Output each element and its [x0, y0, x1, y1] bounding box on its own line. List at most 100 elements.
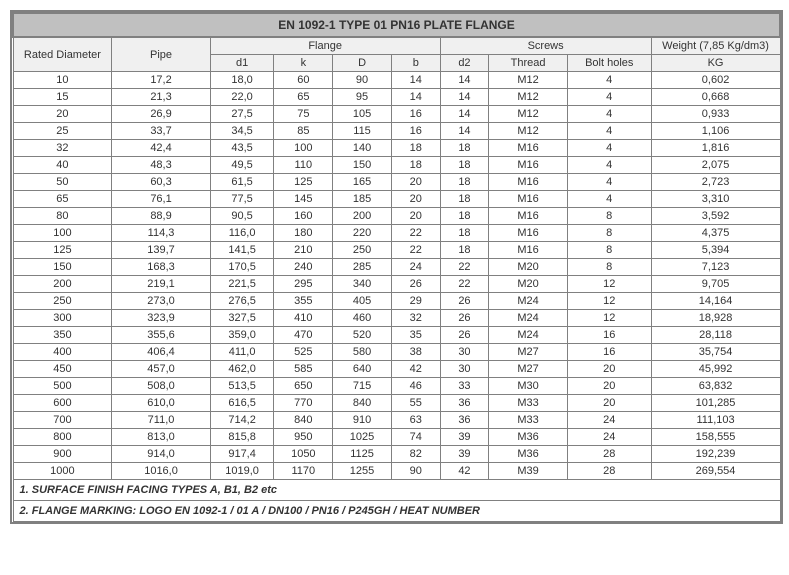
- col-rated-diameter: Rated Diameter: [13, 37, 112, 72]
- col-screws: Screws: [440, 37, 651, 55]
- cell-D: 405: [333, 293, 392, 310]
- cell-thread: M24: [489, 293, 568, 310]
- cell-holes: 8: [567, 208, 651, 225]
- cell-k: 295: [274, 276, 333, 293]
- cell-d1: 616,5: [210, 395, 274, 412]
- table-row: 200219,1221,52953402622M20129,705: [13, 276, 780, 293]
- cell-holes: 4: [567, 191, 651, 208]
- cell-thread: M30: [489, 378, 568, 395]
- cell-pipe: 42,4: [112, 140, 210, 157]
- cell-pipe: 323,9: [112, 310, 210, 327]
- cell-pipe: 21,3: [112, 89, 210, 106]
- cell-thread: M27: [489, 344, 568, 361]
- cell-d1: 815,8: [210, 429, 274, 446]
- cell-k: 75: [274, 106, 333, 123]
- cell-holes: 16: [567, 344, 651, 361]
- cell-k: 585: [274, 361, 333, 378]
- cell-D: 1125: [333, 446, 392, 463]
- table-row: 700711,0714,28409106336M3324111,103: [13, 412, 780, 429]
- cell-kg: 63,832: [651, 378, 780, 395]
- cell-kg: 269,554: [651, 463, 780, 480]
- cell-d2: 42: [440, 463, 489, 480]
- cell-thread: M12: [489, 89, 568, 106]
- cell-holes: 4: [567, 123, 651, 140]
- cell-D: 185: [333, 191, 392, 208]
- table-row: 6576,177,51451852018M1643,310: [13, 191, 780, 208]
- cell-thread: M16: [489, 140, 568, 157]
- cell-holes: 28: [567, 463, 651, 480]
- cell-D: 220: [333, 225, 392, 242]
- cell-b: 24: [391, 259, 440, 276]
- cell-kg: 101,285: [651, 395, 780, 412]
- cell-b: 18: [391, 140, 440, 157]
- cell-holes: 8: [567, 242, 651, 259]
- cell-d2: 26: [440, 310, 489, 327]
- cell-k: 950: [274, 429, 333, 446]
- cell-pipe: 60,3: [112, 174, 210, 191]
- cell-k: 210: [274, 242, 333, 259]
- table-row: 8088,990,51602002018M1683,592: [13, 208, 780, 225]
- cell-d2: 36: [440, 412, 489, 429]
- cell-b: 29: [391, 293, 440, 310]
- cell-b: 20: [391, 174, 440, 191]
- cell-b: 20: [391, 208, 440, 225]
- cell-d1: 276,5: [210, 293, 274, 310]
- flange-table: EN 1092-1 TYPE 01 PN16 PLATE FLANGE Rate…: [12, 12, 781, 522]
- title-row: EN 1092-1 TYPE 01 PN16 PLATE FLANGE: [13, 13, 780, 37]
- cell-D: 200: [333, 208, 392, 225]
- cell-d1: 22,0: [210, 89, 274, 106]
- cell-dn: 500: [13, 378, 112, 395]
- cell-d1: 61,5: [210, 174, 274, 191]
- cell-thread: M39: [489, 463, 568, 480]
- cell-dn: 40: [13, 157, 112, 174]
- cell-dn: 80: [13, 208, 112, 225]
- col-k: k: [274, 55, 333, 72]
- cell-D: 95: [333, 89, 392, 106]
- cell-d1: 116,0: [210, 225, 274, 242]
- cell-d1: 77,5: [210, 191, 274, 208]
- cell-holes: 16: [567, 327, 651, 344]
- cell-dn: 100: [13, 225, 112, 242]
- cell-D: 165: [333, 174, 392, 191]
- cell-d1: 327,5: [210, 310, 274, 327]
- cell-pipe: 114,3: [112, 225, 210, 242]
- cell-d2: 14: [440, 123, 489, 140]
- cell-kg: 2,075: [651, 157, 780, 174]
- cell-kg: 0,602: [651, 72, 780, 89]
- cell-k: 240: [274, 259, 333, 276]
- cell-b: 63: [391, 412, 440, 429]
- cell-d2: 18: [440, 191, 489, 208]
- cell-dn: 700: [13, 412, 112, 429]
- footer-note-1: 1. SURFACE FINISH FACING TYPES A, B1, B2…: [13, 480, 780, 501]
- footer-note-2: 2. FLANGE MARKING: LOGO EN 1092-1 / 01 A…: [13, 501, 780, 522]
- cell-D: 250: [333, 242, 392, 259]
- cell-holes: 8: [567, 259, 651, 276]
- cell-d2: 14: [440, 106, 489, 123]
- cell-thread: M16: [489, 208, 568, 225]
- cell-dn: 10: [13, 72, 112, 89]
- table-row: 600610,0616,57708405536M3320101,285: [13, 395, 780, 412]
- cell-thread: M33: [489, 412, 568, 429]
- cell-dn: 32: [13, 140, 112, 157]
- cell-d2: 39: [440, 446, 489, 463]
- col-b: b: [391, 55, 440, 72]
- cell-thread: M12: [489, 123, 568, 140]
- cell-d1: 49,5: [210, 157, 274, 174]
- cell-d2: 33: [440, 378, 489, 395]
- cell-holes: 4: [567, 140, 651, 157]
- cell-k: 60: [274, 72, 333, 89]
- table-row: 450457,0462,05856404230M272045,992: [13, 361, 780, 378]
- cell-b: 35: [391, 327, 440, 344]
- cell-holes: 28: [567, 446, 651, 463]
- cell-d1: 18,0: [210, 72, 274, 89]
- cell-k: 85: [274, 123, 333, 140]
- cell-d1: 1019,0: [210, 463, 274, 480]
- table-row: 5060,361,51251652018M1642,723: [13, 174, 780, 191]
- cell-pipe: 508,0: [112, 378, 210, 395]
- table-row: 400406,4411,05255803830M271635,754: [13, 344, 780, 361]
- cell-dn: 25: [13, 123, 112, 140]
- cell-thread: M16: [489, 242, 568, 259]
- cell-d1: 170,5: [210, 259, 274, 276]
- cell-holes: 12: [567, 293, 651, 310]
- cell-kg: 28,118: [651, 327, 780, 344]
